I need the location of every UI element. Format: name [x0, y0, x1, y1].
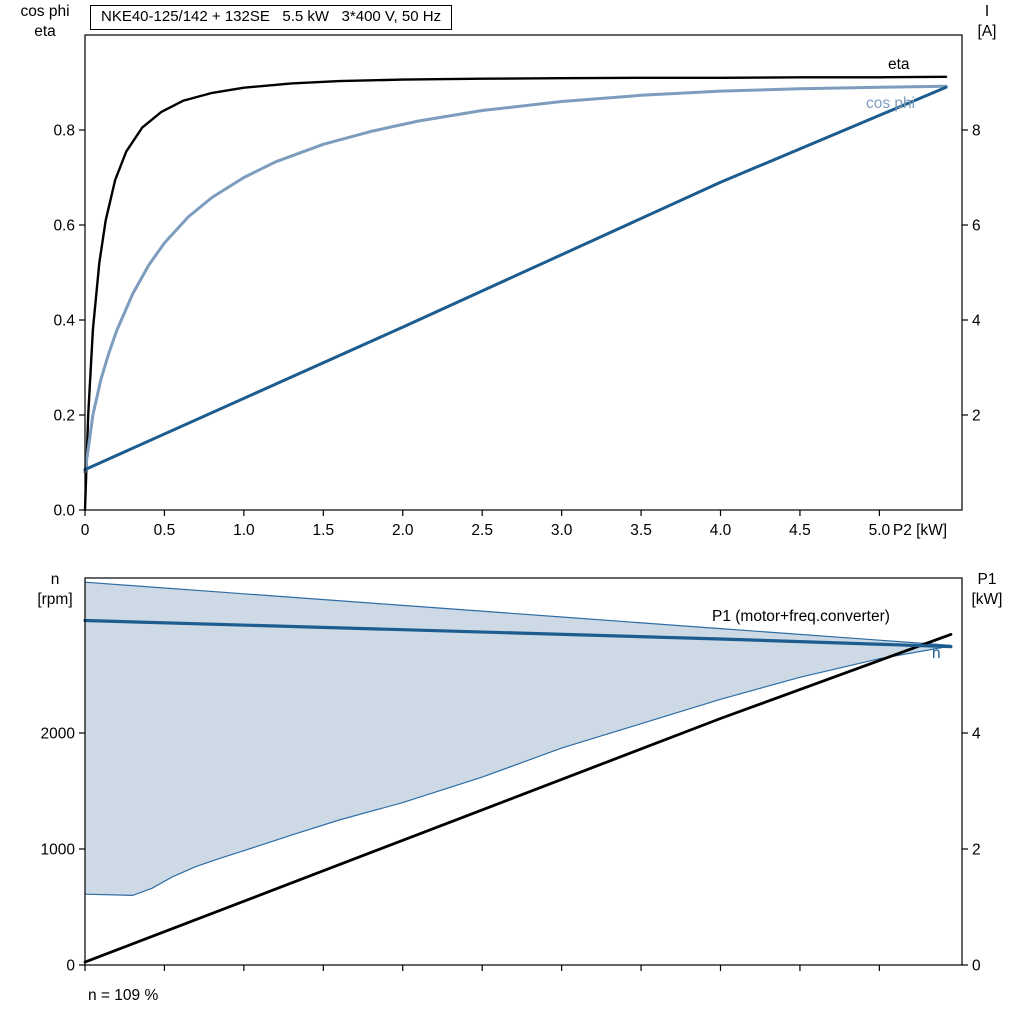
y-left-tick-label: 0 [66, 958, 75, 975]
top-left-axis-title-line2: eta [34, 23, 56, 41]
series-I-curve [83, 85, 948, 472]
top-right-axis-title-line2: [A] [977, 23, 997, 41]
bottom-left-axis-title: n [rpm] [22, 570, 88, 610]
speed-percentage-note: n = 109 % [88, 987, 159, 1004]
x-tick-label: 2.0 [392, 522, 414, 539]
x-axis-label: P2 [kW] [893, 522, 947, 539]
n-curve-label: n [932, 645, 941, 662]
x-tick-label: 4.5 [789, 522, 811, 539]
y-left-tick-label: 0.0 [53, 503, 75, 520]
top-left-axis-title: cos phi eta [6, 2, 84, 42]
y-left-tick-label: 0.6 [53, 218, 75, 235]
y-right-tick-label: 8 [972, 123, 981, 140]
plot-border [84, 577, 963, 966]
y-right-tick-label: 2 [972, 841, 981, 858]
x-tick-label: 4.0 [710, 522, 732, 539]
series-cos-phi-curve [83, 84, 948, 474]
top-right-axis-title: I [A] [958, 2, 1016, 42]
y-left-tick-label: 0.8 [53, 123, 75, 140]
x-tick-label: 1.0 [233, 522, 255, 539]
y-left-tick-label: 2000 [41, 725, 76, 742]
chart-title: NKE40-125/142 + 132SE 5.5 kW 3*400 V, 50… [90, 5, 453, 30]
x-tick-label: 3.5 [630, 522, 652, 539]
y-left-tick-label: 0.4 [53, 313, 75, 330]
y-right-tick-label: 2 [972, 408, 981, 425]
series-P1-curve [83, 633, 953, 964]
y-right-tick-label: 4 [972, 725, 981, 742]
plot-border [84, 34, 963, 511]
bottom-left-axis-title-line2: [rpm] [37, 591, 73, 609]
bottom-right-axis-title-line2: [kW] [971, 591, 1003, 609]
x-tick-label: 1.5 [313, 522, 335, 539]
x-tick-label: 0 [81, 522, 90, 539]
x-tick-label: 3.0 [551, 522, 573, 539]
y-right-tick-label: 4 [972, 313, 981, 330]
x-tick-label: 0.5 [154, 522, 176, 539]
y-left-tick-label: 1000 [41, 841, 76, 858]
top-left-axis-title-line1: cos phi [20, 3, 70, 20]
y-right-tick-label: 6 [972, 218, 981, 235]
cos-phi-curve-label: cos phi [866, 95, 916, 112]
bottom-right-axis-title: P1 [kW] [958, 570, 1016, 610]
operating-range-band [85, 582, 951, 896]
top-right-axis-title-line1: I [984, 3, 990, 20]
eta-curve-label: eta [888, 56, 910, 73]
bottom-left-axis-title-line1: n [50, 571, 60, 588]
series-eta-curve [83, 75, 948, 512]
x-tick-label: 2.5 [471, 522, 493, 539]
band-upper-boundary [84, 581, 951, 646]
y-left-tick-label: 0.2 [53, 408, 75, 425]
bottom-right-axis-title-line1: P1 [977, 571, 997, 588]
x-tick-label: 5.0 [869, 522, 891, 539]
y-right-tick-label: 0 [972, 958, 981, 975]
p1-curve-label: P1 (motor+freq.converter) [712, 608, 890, 625]
band-lower-boundary [84, 645, 952, 897]
series-n-curve [83, 618, 953, 649]
